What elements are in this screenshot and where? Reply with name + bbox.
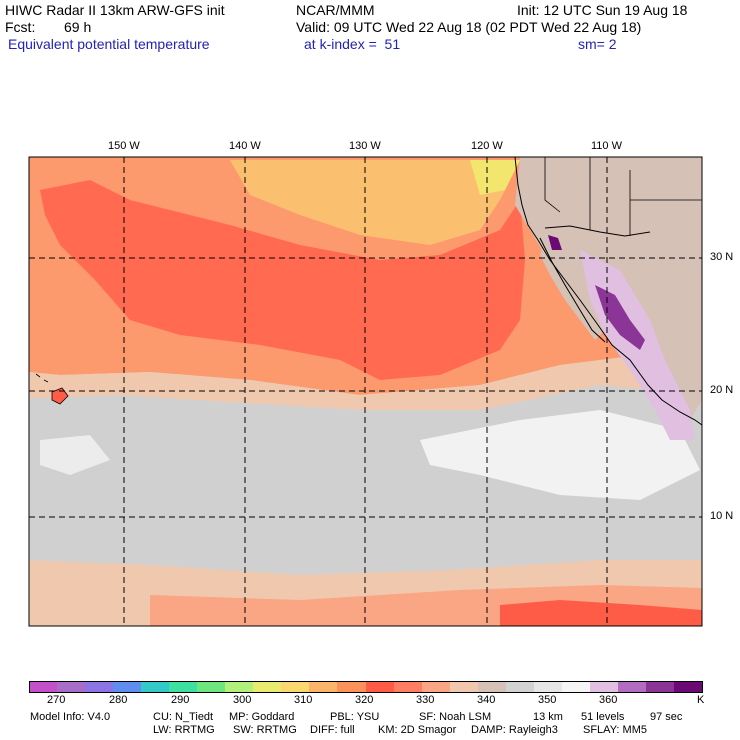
coastline bbox=[514, 157, 702, 426]
footer-resolution: 13 km bbox=[533, 711, 563, 723]
colorbar-label-300: 300 bbox=[233, 694, 252, 706]
colorbar-swatch bbox=[561, 681, 591, 692]
lon-label-110w: 110 W bbox=[591, 140, 622, 152]
colorbar-label-290: 290 bbox=[171, 694, 190, 706]
footer-diff: DIFF: full bbox=[310, 724, 355, 736]
colorbar-label-270: 270 bbox=[47, 694, 66, 706]
theta-e-region-310 bbox=[470, 160, 520, 195]
colorbar-swatch bbox=[673, 681, 703, 692]
center-label: NCAR/MMM bbox=[296, 2, 375, 18]
lat-lon-grid bbox=[29, 157, 702, 626]
theta-e-region-330 bbox=[40, 180, 525, 380]
hawaii-outline bbox=[35, 373, 69, 405]
lon-label-150w: 150 W bbox=[108, 140, 140, 152]
colorbar-label-320: 320 bbox=[355, 694, 374, 706]
level-info: at k-index = 51 bbox=[304, 36, 401, 52]
footer-cu: CU: N_Tiedt bbox=[153, 711, 214, 723]
valid-time: Valid: 09 UTC Wed 22 Aug 18 (02 PDT Wed … bbox=[296, 19, 642, 35]
lon-label-140w: 140 W bbox=[229, 140, 261, 152]
footer-levels: 51 levels bbox=[581, 711, 625, 723]
lat-label-30n: 30 N bbox=[710, 251, 734, 263]
border-us-mexico bbox=[544, 225, 651, 237]
colorbar-label-330: 330 bbox=[416, 694, 435, 706]
colorbar-swatch bbox=[309, 681, 338, 692]
colorbar-swatch bbox=[253, 681, 282, 692]
theta-e-region-320 bbox=[230, 160, 520, 245]
colorbar-label-310: 310 bbox=[294, 694, 313, 706]
colorbar-swatch bbox=[29, 681, 58, 692]
colorbar-swatch bbox=[505, 681, 535, 692]
lon-label-120w: 120 W bbox=[471, 140, 503, 152]
colorbar-label-340: 340 bbox=[477, 694, 496, 706]
colorbar-swatch bbox=[113, 681, 142, 692]
colorbar-swatch bbox=[197, 681, 226, 692]
theta-e-region-360b bbox=[40, 435, 110, 475]
colorbar-swatch bbox=[393, 681, 423, 692]
colorbar-unit: K bbox=[697, 694, 705, 706]
smoothing-info: sm= 2 bbox=[578, 36, 617, 52]
footer-km: KM: 2D Smagor bbox=[378, 724, 457, 736]
footer-sflay: SFLAY: MM5 bbox=[583, 724, 647, 736]
colorbar-swatch bbox=[617, 681, 647, 692]
lon-label-130w: 130 W bbox=[349, 140, 381, 152]
theta-e-region-330-south bbox=[500, 600, 702, 626]
lat-label-20n: 20 N bbox=[710, 384, 734, 396]
colorbar-swatch bbox=[225, 681, 254, 692]
colorbar-swatch bbox=[141, 681, 170, 692]
theta-e-region-360 bbox=[420, 410, 700, 500]
colorbar-swatch bbox=[281, 681, 310, 692]
model-title: HIWC Radar II 13km ARW-GFS init bbox=[5, 2, 225, 18]
colorbar-swatch bbox=[533, 681, 563, 692]
colorbar-frame bbox=[29, 681, 703, 693]
footer-sw: SW: RRTMG bbox=[233, 724, 297, 736]
forecast-hour: 69 h bbox=[64, 19, 92, 35]
forecast-label: Fcst: bbox=[5, 19, 36, 35]
lat-label-10n: 10 N bbox=[710, 510, 734, 522]
theta-e-region-345 bbox=[29, 355, 702, 410]
map-frame bbox=[28, 156, 703, 627]
footer-timestep: 97 sec bbox=[650, 711, 683, 723]
colorbar-swatch bbox=[477, 681, 507, 692]
footer-mp: MP: Goddard bbox=[229, 711, 295, 723]
init-time: Init: 12 UTC Sun 19 Aug 18 bbox=[517, 2, 688, 18]
footer-damp: DAMP: Rayleigh3 bbox=[471, 724, 558, 736]
colorbar-label-350: 350 bbox=[538, 694, 557, 706]
colorbar-swatch bbox=[85, 681, 114, 692]
theta-e-map bbox=[28, 156, 703, 627]
footer-pbl: PBL: YSU bbox=[330, 711, 380, 723]
field-name: Equivalent potential temperature bbox=[8, 36, 210, 52]
colorbar-label-360: 360 bbox=[599, 694, 618, 706]
colorbar-swatch bbox=[169, 681, 198, 692]
colorbar-swatch bbox=[589, 681, 619, 692]
colorbar-swatch bbox=[337, 681, 366, 692]
colorbar-swatch bbox=[449, 681, 479, 692]
colorbar-swatch bbox=[421, 681, 451, 692]
footer-sf: SF: Noah LSM bbox=[419, 711, 492, 723]
colorbar-swatch bbox=[57, 681, 86, 692]
colorbar-label-280: 280 bbox=[109, 694, 128, 706]
colorbar-swatch bbox=[645, 681, 675, 692]
footer-lw: LW: RRTMG bbox=[153, 724, 215, 736]
theta-e-region-380 bbox=[548, 235, 562, 250]
state-borders bbox=[544, 157, 702, 236]
footer-model-info: Model Info: V4.0 bbox=[30, 711, 111, 723]
colorbar-swatch bbox=[365, 681, 395, 692]
